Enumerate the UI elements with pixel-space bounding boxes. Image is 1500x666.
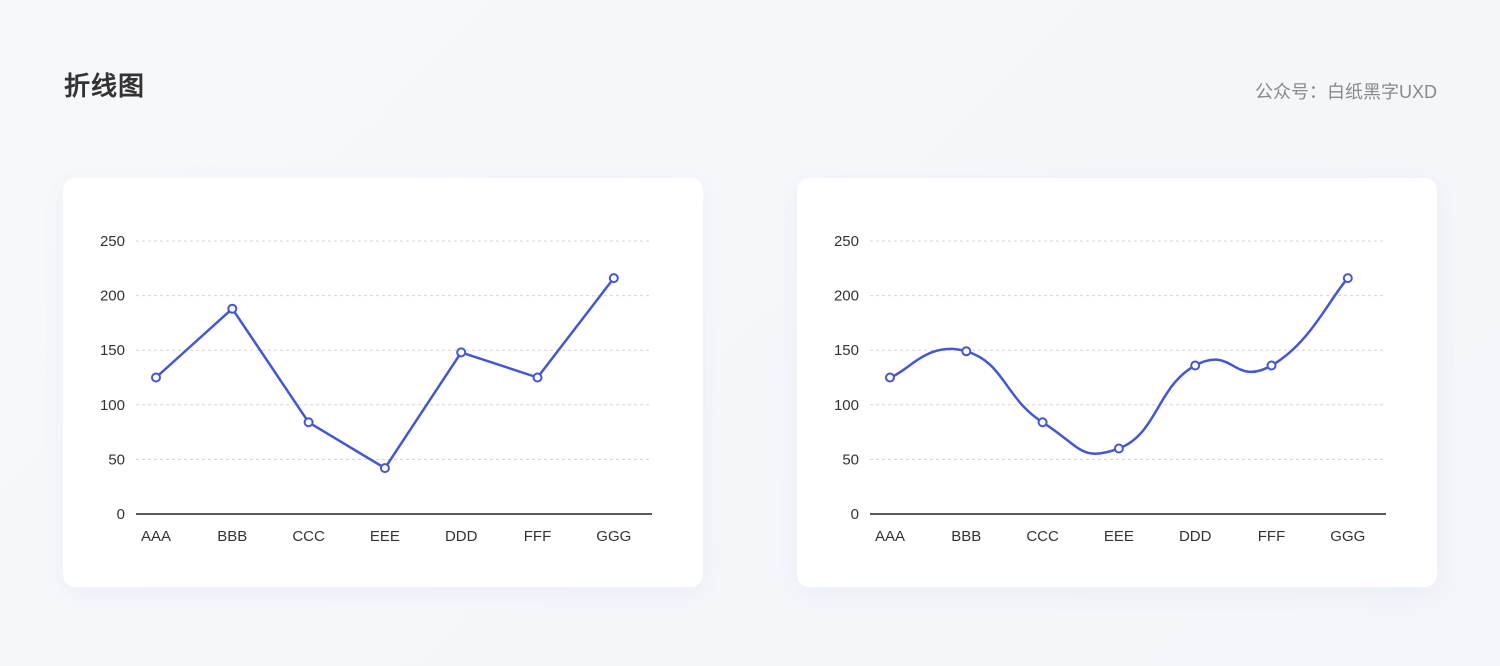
- x-tick-label: CCC: [1026, 528, 1059, 545]
- x-tick-label: AAA: [141, 528, 171, 545]
- y-tick-label: 0: [851, 506, 859, 523]
- x-tick-label: GGG: [596, 528, 631, 545]
- x-tick-label: GGG: [1330, 528, 1365, 545]
- data-point-bbb[interactable]: [227, 303, 238, 314]
- data-point-ddd[interactable]: [456, 347, 467, 358]
- data-point-aaa[interactable]: [885, 372, 895, 383]
- data-point-bbb[interactable]: [961, 346, 972, 357]
- line-chart-straight: 0 50 100 150 200 250 AAA BBB CCC EEE DDD FFF GGG: [100, 233, 652, 545]
- x-tick-label: DDD: [1179, 528, 1212, 545]
- y-tick-label: 100: [834, 397, 859, 414]
- y-tick-label: 250: [834, 233, 859, 250]
- data-point-fff[interactable]: [1266, 360, 1277, 371]
- y-tick-label: 50: [108, 451, 125, 468]
- chart-card-smooth: 0 50 100 150 200 250 AAA BBB CCC EEE DDD FFF GGG: [797, 178, 1437, 587]
- data-point-ggg[interactable]: [608, 273, 619, 284]
- data-point-fff[interactable]: [532, 372, 543, 383]
- data-point-eee[interactable]: [1113, 443, 1124, 454]
- x-tick-label: EEE: [1104, 528, 1134, 545]
- chart-card-straight: 0 50 100 150 200 250 AAA BBB CCC EEE DDD FFF GGG: [63, 178, 703, 587]
- data-point-eee[interactable]: [379, 463, 390, 474]
- x-tick-label: AAA: [875, 528, 905, 545]
- x-tick-label: FFF: [524, 528, 552, 545]
- y-tick-label: 50: [842, 451, 859, 468]
- series-line: [888, 276, 1350, 456]
- y-tick-label: 200: [834, 288, 859, 305]
- y-tick-label: 250: [100, 233, 125, 250]
- series-line: [154, 276, 616, 470]
- data-point-ccc[interactable]: [1037, 417, 1048, 428]
- x-tick-label: DDD: [445, 528, 478, 545]
- data-point-ccc[interactable]: [303, 417, 314, 428]
- x-tick-label: BBB: [217, 528, 247, 545]
- y-tick-label: 150: [100, 342, 125, 359]
- y-tick-label: 150: [834, 342, 859, 359]
- y-tick-label: 200: [100, 288, 125, 305]
- data-point-ggg[interactable]: [1342, 273, 1353, 284]
- data-point-aaa[interactable]: [151, 372, 161, 383]
- y-tick-label: 0: [117, 506, 125, 523]
- x-tick-label: CCC: [292, 528, 325, 545]
- account-label: 公众号：白纸黑字UXD: [1254, 82, 1437, 102]
- page-title: 折线图: [64, 71, 146, 101]
- x-tick-label: BBB: [951, 528, 981, 545]
- y-tick-label: 100: [100, 397, 125, 414]
- x-tick-label: FFF: [1258, 528, 1286, 545]
- line-chart-smooth: 0 50 100 150 200 250 AAA BBB CCC EEE DDD FFF GGG: [834, 233, 1386, 545]
- data-point-ddd[interactable]: [1190, 360, 1201, 371]
- x-tick-label: EEE: [370, 528, 400, 545]
